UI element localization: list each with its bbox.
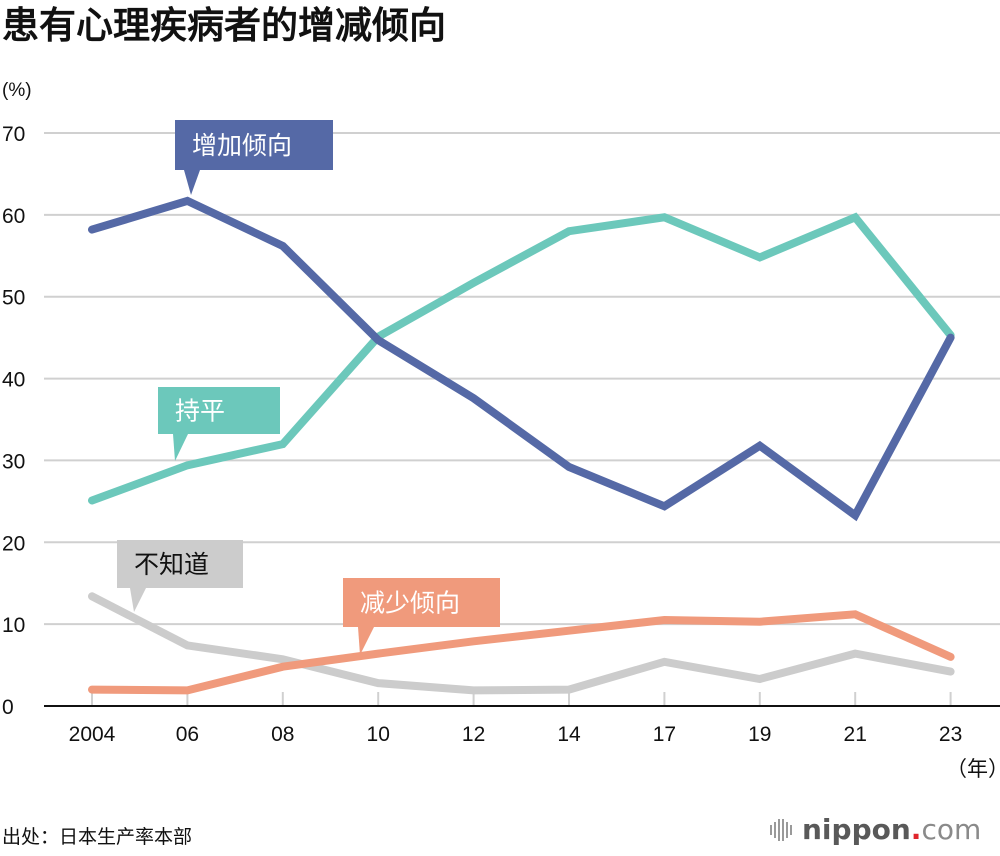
x-tick-label: 06: [176, 723, 199, 746]
callout-increase: 增加倾向: [175, 120, 333, 195]
y-tick-label: 30: [2, 450, 25, 473]
logo-brand: nippon: [802, 813, 911, 846]
callout-pointer: [184, 170, 200, 195]
sound-bars-icon: [770, 819, 792, 841]
source-note: 出处：日本生产率本部: [2, 826, 193, 848]
x-tick-label: 19: [748, 723, 771, 746]
x-axis-unit-label: （年）: [946, 758, 1000, 781]
y-axis-unit-label: (%): [2, 80, 32, 101]
y-tick-label: 10: [2, 614, 25, 637]
x-tick-labels: 2004 06 08 10 12 14 17 19 21 23: [69, 692, 962, 746]
x-tick-label: 2004: [69, 723, 116, 746]
line-chart: 0 10 20 30 40 50 60 70 2004 06 08 10 12 14 17 19 21 23 增…: [2, 120, 1000, 781]
x-tick-label: 17: [653, 723, 676, 746]
series-line-flat: [88, 212, 955, 505]
callout-pointer: [173, 434, 188, 461]
callout-box: [175, 120, 333, 170]
legend-label-unknown: 不知道: [134, 550, 209, 579]
logo-dot: .: [910, 813, 922, 846]
callout-flat: 持平: [158, 387, 280, 461]
series-lines: [88, 196, 955, 695]
series-line-decrease: [88, 610, 955, 695]
y-tick-label: 60: [2, 205, 25, 228]
legend-label-increase: 增加倾向: [192, 131, 292, 160]
legend-label-decrease: 减少倾向: [360, 589, 460, 618]
y-tick-labels: 0 10 20 30 40 50 60 70: [2, 123, 25, 719]
y-tick-label: 40: [2, 369, 25, 392]
nippon-logo[interactable]: nippon. com: [770, 815, 981, 845]
x-tick-label: 10: [367, 723, 390, 746]
logo-tld: com: [921, 813, 982, 846]
x-tick-label: 14: [557, 723, 581, 746]
y-tick-label: 0: [2, 696, 14, 719]
x-tick-label: 12: [462, 723, 485, 746]
x-tick-label: 23: [939, 723, 962, 746]
gridlines: [44, 132, 1000, 626]
callout-box: [158, 387, 280, 434]
series-line-increase: [88, 196, 955, 522]
x-tick-label: 21: [844, 723, 867, 746]
y-tick-label: 50: [2, 287, 25, 310]
callout-box: [117, 540, 243, 588]
legend-label-flat: 持平: [175, 397, 225, 426]
y-tick-label: 20: [2, 532, 25, 555]
callout-pointer: [130, 588, 146, 612]
callout-unknown: 不知道: [117, 540, 243, 612]
callout-box: [343, 578, 500, 627]
y-tick-label: 70: [2, 123, 25, 146]
series-line-unknown: [88, 592, 955, 695]
x-tick-label: 08: [271, 723, 294, 746]
callout-pointer: [358, 627, 374, 655]
callout-decrease: 减少倾向: [343, 578, 500, 655]
chart-title: 患有心理疾病者的增减倾向: [2, 4, 446, 47]
